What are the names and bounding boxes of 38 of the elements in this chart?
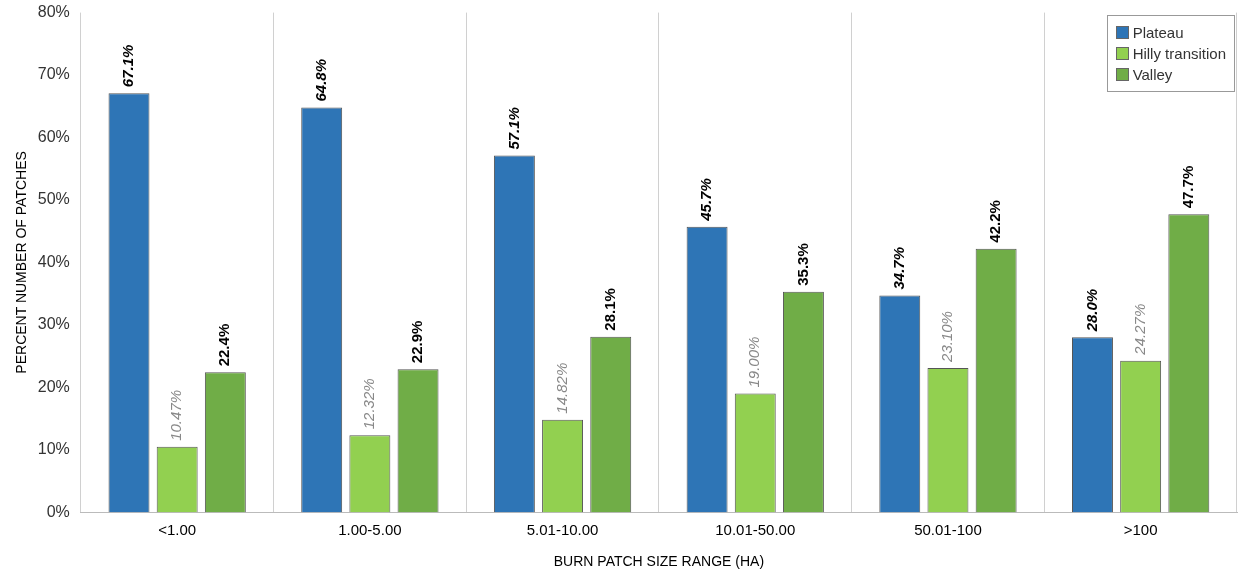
data-label: 34.7% [889, 246, 907, 290]
y-tick-label: 40% [37, 252, 70, 270]
x-tick-label: 1.00-5.00 [338, 521, 402, 539]
legend-label: Plateau [1132, 23, 1184, 41]
data-label: 42.2% [986, 200, 1004, 243]
y-tick-label: 30% [37, 315, 70, 333]
data-label: 47.7% [1178, 165, 1196, 209]
y-tick-label: 20% [37, 377, 70, 395]
data-label: 28.1% [600, 288, 618, 331]
data-label: 67.1% [119, 44, 137, 88]
y-tick-label: 70% [37, 65, 70, 83]
data-label: 45.7% [697, 178, 715, 222]
y-tick-label: 10% [37, 440, 70, 458]
data-label: 35.3% [793, 243, 811, 286]
y-axis-title: PERCENT NUMBER OF PATCHES [13, 151, 30, 374]
x-tick-label: <1.00 [158, 521, 197, 539]
data-label: 24.27% [1130, 303, 1148, 356]
x-tick-label: 50.01-100 [914, 521, 982, 539]
legend-label: Hilly transition [1132, 44, 1226, 62]
data-label: 19.00% [745, 336, 763, 388]
y-tick-label: 80% [37, 3, 70, 21]
data-label: 12.32% [360, 378, 378, 430]
data-label: 28.0% [1082, 288, 1100, 333]
x-axis-title: BURN PATCH SIZE RANGE (HA) [553, 553, 765, 570]
data-label: 22.9% [408, 320, 426, 364]
data-label: 57.1% [504, 107, 522, 150]
data-label: 14.82% [552, 362, 570, 414]
x-tick-label: 10.01-50.00 [715, 521, 796, 539]
data-label: 64.8% [311, 58, 329, 102]
data-label: 22.4% [215, 323, 233, 367]
y-tick-label: 60% [37, 127, 70, 145]
data-label: 23.10% [938, 311, 956, 363]
data-label: 10.47% [167, 389, 185, 441]
legend-label: Valley [1132, 65, 1173, 83]
x-tick-label: 5.01-10.00 [526, 521, 599, 539]
x-tick-label: >100 [1123, 521, 1158, 539]
y-tick-label: 0% [46, 502, 70, 520]
y-tick-label: 50% [37, 190, 70, 208]
